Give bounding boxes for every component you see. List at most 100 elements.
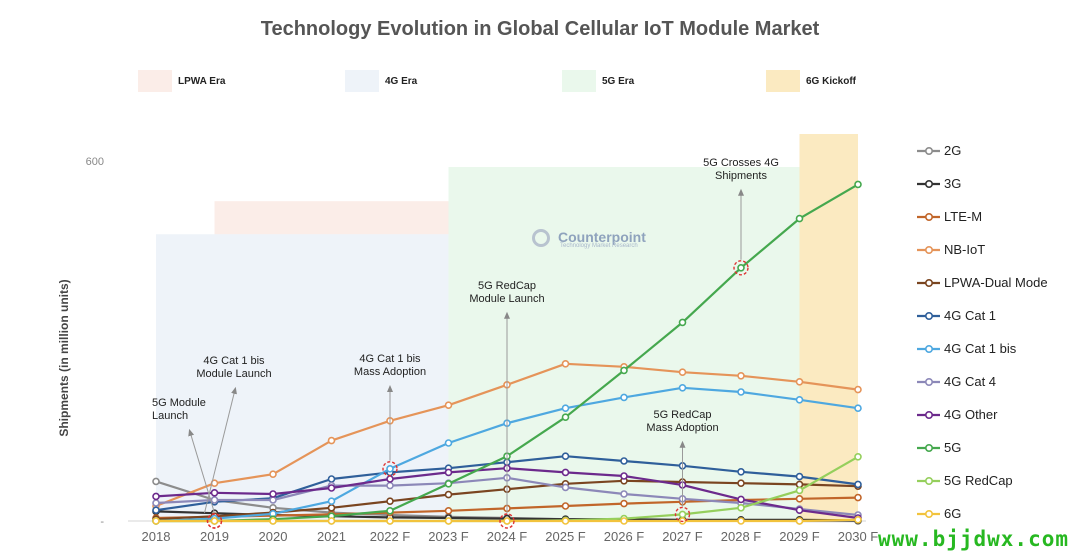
data-point — [444, 401, 453, 410]
data-point — [386, 517, 394, 525]
data-point — [444, 517, 453, 525]
legend-label: NB-IoT — [944, 242, 986, 257]
legend-marker — [917, 377, 940, 386]
legend-label: 4G Other — [944, 407, 998, 422]
legend-marker-dot — [925, 509, 934, 518]
y-tick-label: - — [100, 516, 104, 528]
legend-label: LTE-M — [944, 209, 983, 224]
legend-item: 5G RedCap — [916, 464, 1076, 497]
annotation-text: 4G Cat 1 bis — [203, 355, 265, 367]
counterpoint-logo-icon — [532, 229, 550, 247]
data-point — [854, 515, 862, 524]
data-point — [152, 506, 160, 515]
annotation-text: 4G Cat 1 bis — [359, 353, 421, 365]
series-legend: 2G 3G LTE-M NB-IoT LPWA-Dual Mode 4G Cat 1 4G … — [916, 134, 1076, 530]
data-point — [854, 480, 862, 489]
annotation-text: 5G Crosses 4G — [703, 157, 779, 169]
legend-item: 4G Cat 1 — [916, 299, 1076, 332]
data-point — [327, 497, 336, 506]
data-point — [737, 371, 745, 380]
data-point — [678, 318, 687, 327]
data-point — [620, 393, 628, 402]
era-band-3 — [799, 134, 858, 521]
legend-marker — [917, 476, 940, 485]
data-point — [444, 490, 453, 499]
x-tick-label: 2023 F — [428, 529, 469, 544]
era-legend-swatch — [766, 70, 800, 92]
legend-item: NB-IoT — [916, 233, 1076, 266]
annotation-arrow — [204, 386, 237, 514]
data-point — [327, 503, 336, 512]
data-point — [795, 377, 804, 386]
data-point — [503, 517, 511, 525]
data-point — [561, 404, 570, 413]
data-point — [620, 490, 628, 498]
legend-marker — [917, 509, 940, 518]
data-point — [386, 475, 394, 483]
data-point — [620, 472, 628, 480]
annotation-text: Mass Adoption — [354, 366, 426, 378]
data-point — [386, 464, 394, 473]
counterpoint-logo: Counterpoint Technology Market Research — [532, 229, 646, 249]
era-legend-swatch — [562, 70, 596, 92]
x-tick-label: 2021 — [317, 529, 346, 544]
legend-label: LPWA-Dual Mode — [944, 275, 1048, 290]
legend-label: 5G — [944, 440, 962, 455]
data-point — [795, 472, 804, 481]
legend-marker-dot — [925, 311, 934, 320]
data-point — [854, 404, 862, 413]
legend-label: 5G RedCap — [944, 473, 1013, 488]
x-tick-label: 2030 F — [838, 529, 879, 544]
x-tick-label: 2025 F — [545, 529, 586, 544]
data-point — [737, 479, 745, 488]
legend-marker-dot — [925, 344, 934, 353]
data-point — [152, 517, 160, 525]
data-point — [795, 395, 804, 404]
data-point — [620, 517, 628, 525]
legend-item: 2G — [916, 134, 1076, 167]
legend-marker — [917, 410, 940, 419]
annotation-text: 5G Module — [152, 397, 206, 409]
data-point — [327, 436, 336, 445]
legend-marker-dot — [925, 245, 934, 254]
era-legend-item: 4G Era — [345, 70, 417, 92]
data-point — [737, 467, 745, 476]
data-point — [561, 413, 570, 422]
data-point — [269, 496, 277, 504]
era-legend-swatch — [345, 70, 379, 92]
annotation-text: Mass Adoption — [646, 422, 718, 434]
legend-marker-dot — [925, 443, 934, 452]
data-point — [561, 517, 570, 525]
data-point — [795, 214, 804, 223]
legend-marker — [917, 311, 940, 320]
data-point — [269, 490, 277, 498]
data-point — [795, 486, 804, 495]
x-tick-label: 2019 — [200, 529, 229, 544]
data-point — [561, 452, 570, 461]
y-axis-label: Shipments (in million units) — [57, 279, 71, 436]
data-point — [795, 506, 804, 515]
legend-item: LPWA-Dual Mode — [916, 266, 1076, 299]
data-point — [152, 477, 160, 486]
annotation-highlight — [674, 506, 691, 523]
data-point — [327, 484, 336, 492]
data-point — [444, 506, 453, 515]
annotation-highlight — [382, 461, 398, 477]
data-point — [795, 480, 804, 489]
annotation-text: 5G RedCap — [478, 280, 536, 292]
chart-title: Technology Evolution in Global Cellular … — [260, 18, 820, 40]
legend-item: 4G Other — [916, 398, 1076, 431]
data-point — [620, 499, 628, 508]
annotation-text: Module Launch — [469, 293, 544, 305]
x-tick-label: 2027 F — [662, 529, 703, 544]
legend-item: LTE-M — [916, 200, 1076, 233]
annotation-highlight — [499, 513, 515, 529]
legend-marker — [917, 179, 940, 188]
data-point — [210, 517, 219, 525]
legend-item: 3G — [916, 167, 1076, 200]
watermark-text: www.bjjdwx.com — [878, 527, 1070, 551]
data-point — [269, 470, 277, 479]
annotation-arrow — [188, 428, 215, 514]
data-point — [737, 495, 745, 504]
